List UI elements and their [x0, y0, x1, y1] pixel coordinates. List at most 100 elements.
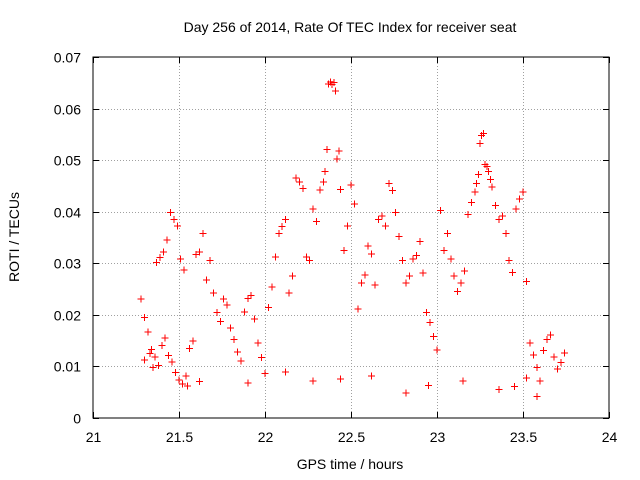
- data-point: [172, 369, 180, 377]
- data-point: [495, 386, 503, 394]
- data-point: [347, 181, 355, 189]
- data-point: [419, 269, 427, 277]
- data-point: [178, 380, 186, 388]
- x-tick-labels: 21 21.5 22 22.5 23 23.5 24: [86, 429, 618, 445]
- data-point: [424, 382, 432, 390]
- data-point: [160, 248, 168, 256]
- data-point: [340, 246, 348, 254]
- data-point: [254, 339, 262, 347]
- data-point: [330, 78, 338, 86]
- data-point: [151, 353, 159, 361]
- data-point: [368, 250, 376, 258]
- data-point: [144, 328, 152, 336]
- data-point: [402, 279, 410, 287]
- data-point: [547, 331, 555, 339]
- data-point: [357, 279, 365, 287]
- data-point: [354, 305, 362, 313]
- data-point: [459, 377, 467, 385]
- y-tick-label: 0: [73, 411, 81, 427]
- data-point: [275, 229, 283, 237]
- data-point: [416, 238, 424, 246]
- data-point: [488, 183, 496, 191]
- data-point: [361, 271, 369, 279]
- data-point: [392, 209, 400, 217]
- data-point: [153, 258, 161, 266]
- data-point: [335, 147, 343, 155]
- data-point: [147, 345, 155, 353]
- data-point: [471, 188, 479, 196]
- data-point: [467, 198, 475, 206]
- data-point: [180, 266, 188, 274]
- data-point: [158, 341, 166, 349]
- y-tick-labels: 0 0.01 0.02 0.03 0.04 0.05 0.06 0.07: [54, 50, 81, 427]
- data-point: [196, 248, 204, 256]
- data-point: [364, 242, 372, 250]
- data-point: [457, 279, 465, 287]
- data-point: [313, 218, 321, 226]
- data-point: [505, 257, 513, 265]
- y-tick-label: 0.05: [54, 153, 81, 169]
- data-point: [237, 357, 245, 365]
- data-point: [299, 185, 307, 193]
- data-point: [271, 253, 279, 261]
- data-point: [529, 351, 537, 359]
- data-point: [251, 315, 259, 323]
- data-point: [154, 361, 162, 369]
- y-tick-label: 0.04: [54, 205, 81, 221]
- data-point: [233, 348, 241, 356]
- data-point: [149, 363, 157, 371]
- data-point: [282, 215, 290, 223]
- axis-ticks: [93, 57, 610, 419]
- data-point: [216, 318, 224, 326]
- data-point: [170, 215, 178, 223]
- data-point: [165, 352, 173, 360]
- data-point: [344, 222, 352, 230]
- data-point: [146, 350, 154, 358]
- data-point: [509, 269, 517, 277]
- data-point: [409, 255, 417, 263]
- y-tick-label: 0.06: [54, 102, 81, 118]
- data-point: [137, 295, 145, 303]
- data-point: [309, 377, 317, 385]
- data-point: [498, 212, 506, 220]
- data-point: [244, 379, 252, 387]
- data-point: [423, 308, 431, 316]
- x-tick-label: 21.5: [166, 429, 193, 445]
- data-point: [264, 304, 272, 312]
- data-point: [430, 333, 438, 341]
- data-point: [388, 187, 396, 195]
- data-point: [278, 223, 286, 231]
- data-point: [483, 162, 491, 170]
- data-point: [440, 246, 448, 254]
- data-point: [533, 363, 541, 371]
- data-point: [230, 336, 238, 344]
- x-tick-label: 24: [602, 429, 618, 445]
- x-tick-label: 23: [430, 429, 446, 445]
- data-point: [220, 295, 228, 303]
- data-point: [402, 389, 410, 397]
- grid-lines: [93, 57, 609, 418]
- data-point: [285, 289, 293, 297]
- data-point: [375, 215, 383, 223]
- data-point: [333, 155, 341, 163]
- data-point: [395, 232, 403, 240]
- data-point: [560, 349, 568, 357]
- data-point: [166, 209, 174, 217]
- data-point: [182, 372, 190, 380]
- data-point: [309, 205, 317, 213]
- data-point: [175, 376, 183, 384]
- data-point: [479, 129, 487, 137]
- data-point: [189, 337, 197, 345]
- data-point: [240, 308, 248, 316]
- data-point: [368, 372, 376, 380]
- data-point: [405, 272, 413, 280]
- data-point: [450, 272, 458, 280]
- data-point: [426, 319, 434, 327]
- data-point: [163, 236, 171, 244]
- data-point: [522, 374, 530, 382]
- y-tick-label: 0.03: [54, 256, 81, 272]
- data-point: [282, 368, 290, 376]
- data-point: [474, 171, 482, 179]
- data-point: [536, 377, 544, 385]
